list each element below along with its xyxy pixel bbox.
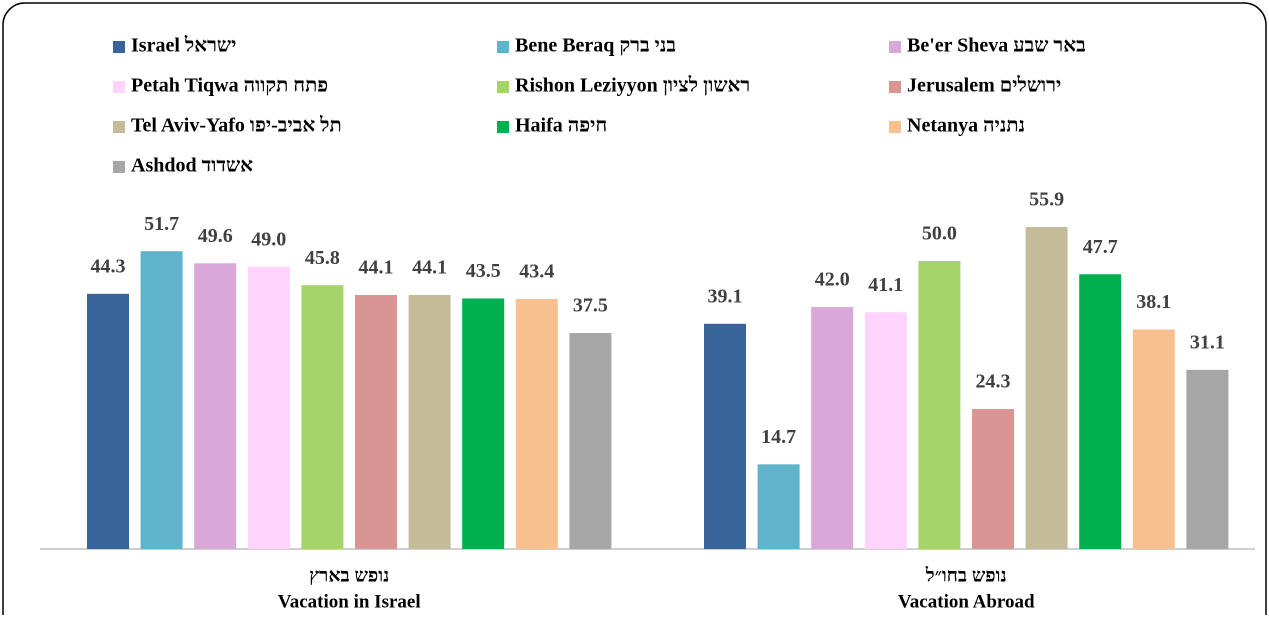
bar	[972, 409, 1014, 549]
bar	[1132, 329, 1175, 549]
legend-swatch	[113, 121, 125, 133]
category-label: Vacation Abroad	[898, 591, 1035, 612]
bar	[1186, 369, 1229, 549]
bar	[811, 307, 854, 549]
legend-label: Jerusalem ירושלים	[907, 75, 1061, 97]
bar	[408, 294, 451, 549]
bar	[87, 293, 129, 549]
legend-label: Petah Tiqwa פתח תקווה	[131, 75, 328, 97]
legend-swatch	[497, 81, 509, 93]
bar	[864, 312, 907, 549]
bar	[1079, 274, 1122, 549]
bar	[757, 464, 800, 549]
legend-swatch	[889, 41, 901, 53]
legend-label: Tel Aviv-Yafo תל אביב-יפו	[131, 115, 342, 137]
value-label: 31.1	[1190, 331, 1225, 353]
bar	[918, 261, 961, 549]
value-label: 24.3	[976, 371, 1011, 393]
category-label: נופש בארץ	[309, 565, 389, 586]
bar	[194, 263, 237, 549]
value-label: 51.7	[144, 213, 179, 235]
value-label: 44.1	[412, 257, 447, 279]
value-label: 50.0	[922, 223, 957, 245]
legend-label: Bene Beraq בני ברק	[515, 35, 676, 57]
bar	[247, 266, 290, 549]
value-label: 47.7	[1083, 236, 1118, 258]
value-label: 49.0	[251, 228, 286, 250]
legend-label: Haifa חיפה	[515, 115, 607, 137]
value-label: 44.3	[91, 255, 126, 277]
bar	[140, 251, 183, 549]
legend-label: Netanya נתניה	[907, 115, 1025, 137]
bar	[515, 299, 558, 549]
value-label: 41.1	[868, 274, 903, 296]
value-label: 42.0	[815, 269, 850, 291]
legend-label: Rishon Leziyyon ראשון לציון	[515, 75, 750, 97]
value-label: 39.1	[708, 285, 743, 307]
category-label: Vacation in Israel	[278, 591, 421, 612]
value-label: 43.4	[519, 261, 554, 283]
legend-swatch	[497, 121, 509, 133]
legend-swatch	[113, 41, 125, 53]
legend-label: Ashdod אשדוד	[131, 155, 253, 177]
bar	[704, 323, 746, 549]
legend-swatch	[113, 161, 125, 173]
value-label: 43.5	[466, 260, 501, 282]
value-label: 38.1	[1136, 291, 1171, 313]
value-label: 37.5	[573, 295, 608, 317]
legend-label: Israel ישראל	[131, 35, 236, 57]
bar	[1025, 227, 1068, 550]
value-label: 14.7	[761, 426, 796, 448]
category-label: נופש בחו״ל	[925, 565, 1007, 586]
bar	[462, 298, 505, 549]
legend-swatch	[497, 41, 509, 53]
legend-label: Be'er Sheva באר שבע	[907, 35, 1086, 57]
bar	[355, 294, 397, 549]
value-label: 45.8	[305, 247, 340, 269]
bar	[301, 285, 344, 549]
value-label: 55.9	[1029, 189, 1064, 211]
legend-swatch	[889, 121, 901, 133]
legend-swatch	[889, 81, 901, 93]
legend-swatch	[113, 81, 125, 93]
value-label: 44.1	[359, 257, 394, 279]
bar	[569, 333, 612, 549]
value-label: 49.6	[198, 225, 233, 247]
